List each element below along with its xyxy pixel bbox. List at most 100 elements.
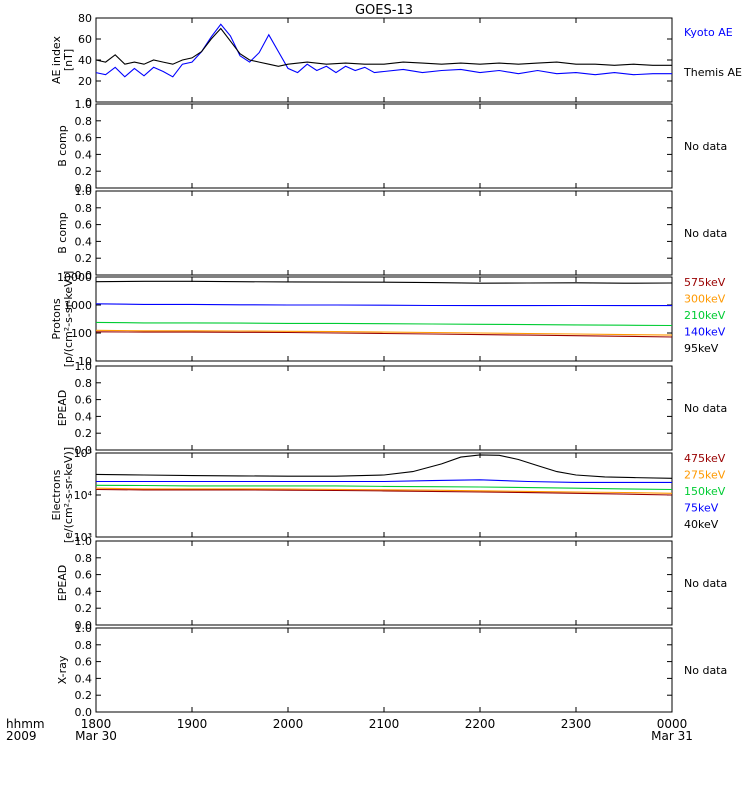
- legend-entry: 575keV: [684, 276, 726, 289]
- legend-entry: No data: [684, 227, 727, 240]
- y-tick-label-electrons: 10⁵: [74, 447, 92, 460]
- series-line-150kev: [95, 484, 673, 491]
- y-tick-label-protons: 10000: [57, 271, 92, 284]
- y-axis-label-ae: [nT]: [62, 49, 75, 71]
- y-axis-label-bcomp2: B comp: [56, 212, 69, 254]
- y-axis-label-ae: AE index: [50, 35, 63, 84]
- y-tick-label-bcomp2: 0.0: [75, 269, 93, 282]
- legend-entry: 300keV: [684, 293, 726, 306]
- y-tick-label-protons: 10: [78, 355, 92, 368]
- x-axis-label: 2009: [6, 729, 37, 743]
- x-tick-label: 2100: [369, 717, 400, 731]
- y-tick-label-epead1: 0.8: [75, 377, 93, 390]
- series-line-475kev: [95, 488, 673, 496]
- y-tick-label-bcomp2: 0.4: [75, 235, 93, 248]
- y-tick-label-epead1: 0.2: [75, 427, 93, 440]
- y-axis-label-epead2: EPEAD: [56, 565, 69, 602]
- y-tick-label-protons: 1000: [64, 299, 92, 312]
- y-tick-label-bcomp2: 0.6: [75, 219, 93, 232]
- x-tick-label: 0000: [657, 717, 688, 731]
- chart-title: GOES-13: [355, 3, 413, 18]
- legend-entry: 210keV: [684, 309, 726, 322]
- y-tick-label-ae: 0: [85, 96, 92, 109]
- panel-frame-bcomp2: [95, 190, 673, 276]
- x-axis-label: hhmm: [6, 717, 45, 731]
- y-tick-label-bcomp1: 0.6: [75, 132, 93, 145]
- y-axis-label-electrons: [e/(cm²-s-sr-keV)]: [62, 447, 75, 543]
- y-tick-label-bcomp2: 0.8: [75, 202, 93, 215]
- legend-entry: No data: [684, 577, 727, 590]
- y-axis-label-protons: [p/(cm²-s-sr-keV)]: [62, 271, 75, 368]
- y-tick-label-bcomp1: 1.0: [75, 98, 93, 111]
- legend-entry: No data: [684, 140, 727, 153]
- series-line-themis-ae: [95, 27, 672, 67]
- y-tick-label-xray: 0.6: [75, 656, 93, 669]
- y-tick-label-ae: 60: [78, 33, 92, 46]
- series-line-575kev: [95, 331, 673, 338]
- y-tick-label-epead1: 0.6: [75, 394, 93, 407]
- legend-entry: Themis AE: [683, 66, 742, 79]
- y-tick-label-epead1: 0.4: [75, 410, 93, 423]
- y-tick-label-epead1: 0.0: [75, 444, 93, 457]
- x-tick-sublabel: Mar 31: [651, 729, 693, 743]
- series-line-75kev: [96, 479, 672, 483]
- panel-frame-xray: [95, 627, 673, 713]
- y-tick-label-bcomp2: 0.2: [75, 252, 93, 265]
- y-tick-label-xray: 0.8: [75, 639, 93, 652]
- y-tick-label-protons: 100: [71, 327, 92, 340]
- x-tick-label: 2200: [465, 717, 496, 731]
- panel-frame-epead2: [95, 540, 673, 626]
- legend-entry: 275keV: [684, 469, 726, 482]
- legend-entry: No data: [684, 402, 727, 415]
- series-line-40kev: [95, 454, 673, 479]
- y-tick-label-epead2: 0.6: [75, 569, 93, 582]
- y-tick-label-ae: 40: [78, 54, 92, 67]
- series-line-140kev: [95, 303, 672, 307]
- y-tick-label-epead2: 0.8: [75, 552, 93, 565]
- y-tick-label-xray: 0.4: [75, 672, 93, 685]
- legend-entry: 95keV: [684, 342, 719, 355]
- y-axis-label-protons: Protons: [50, 298, 63, 339]
- y-tick-label-ae: 20: [78, 75, 92, 88]
- x-tick-label: 2300: [561, 717, 592, 731]
- y-tick-label-bcomp1: 0.0: [75, 182, 93, 195]
- x-tick-label: 2000: [273, 717, 304, 731]
- series-line-95kev: [95, 280, 673, 284]
- x-tick-sublabel: Mar 30: [75, 729, 117, 743]
- y-tick-label-bcomp1: 0.2: [75, 165, 93, 178]
- series-line-kyoto-ae: [95, 23, 672, 78]
- panel-frame-bcomp1: [95, 103, 673, 189]
- y-tick-label-epead2: 1.0: [75, 535, 93, 548]
- series-line-300kev: [95, 329, 673, 336]
- legend-entry: 140keV: [684, 326, 726, 339]
- y-tick-label-electrons: 10³: [74, 531, 92, 544]
- legend-entry: 150keV: [684, 485, 726, 498]
- y-tick-label-epead2: 0.0: [75, 619, 93, 632]
- y-tick-label-xray: 1.0: [75, 622, 93, 635]
- y-axis-label-electrons: Electrons: [50, 469, 63, 520]
- series-line-210kev: [95, 321, 673, 327]
- legend-entry: 475keV: [684, 452, 726, 465]
- y-tick-label-bcomp2: 1.0: [75, 185, 93, 198]
- legend-entry: No data: [684, 664, 727, 677]
- y-tick-label-xray: 0.0: [75, 706, 93, 719]
- y-tick-label-epead1: 1.0: [75, 360, 93, 373]
- panel-frame-electrons: [95, 452, 673, 538]
- x-tick-label: 1900: [177, 717, 208, 731]
- series-line-275kev: [95, 487, 673, 494]
- y-axis-label-xray: X-ray: [56, 655, 69, 684]
- y-tick-label-xray: 0.2: [75, 689, 93, 702]
- y-tick-label-electrons: 10⁴: [74, 489, 93, 502]
- y-axis-label-bcomp1: B comp: [56, 125, 69, 167]
- y-tick-label-bcomp1: 0.4: [75, 148, 93, 161]
- legend-entry: 75keV: [684, 502, 719, 515]
- y-axis-label-epead1: EPEAD: [56, 390, 69, 427]
- y-tick-label-bcomp1: 0.8: [75, 115, 93, 128]
- panel-frame-protons: [95, 276, 673, 362]
- x-tick-label: 1800: [81, 717, 112, 731]
- legend-entry: Kyoto AE: [684, 26, 733, 39]
- panel-frame-epead1: [95, 365, 673, 451]
- y-tick-label-ae: 80: [78, 12, 92, 25]
